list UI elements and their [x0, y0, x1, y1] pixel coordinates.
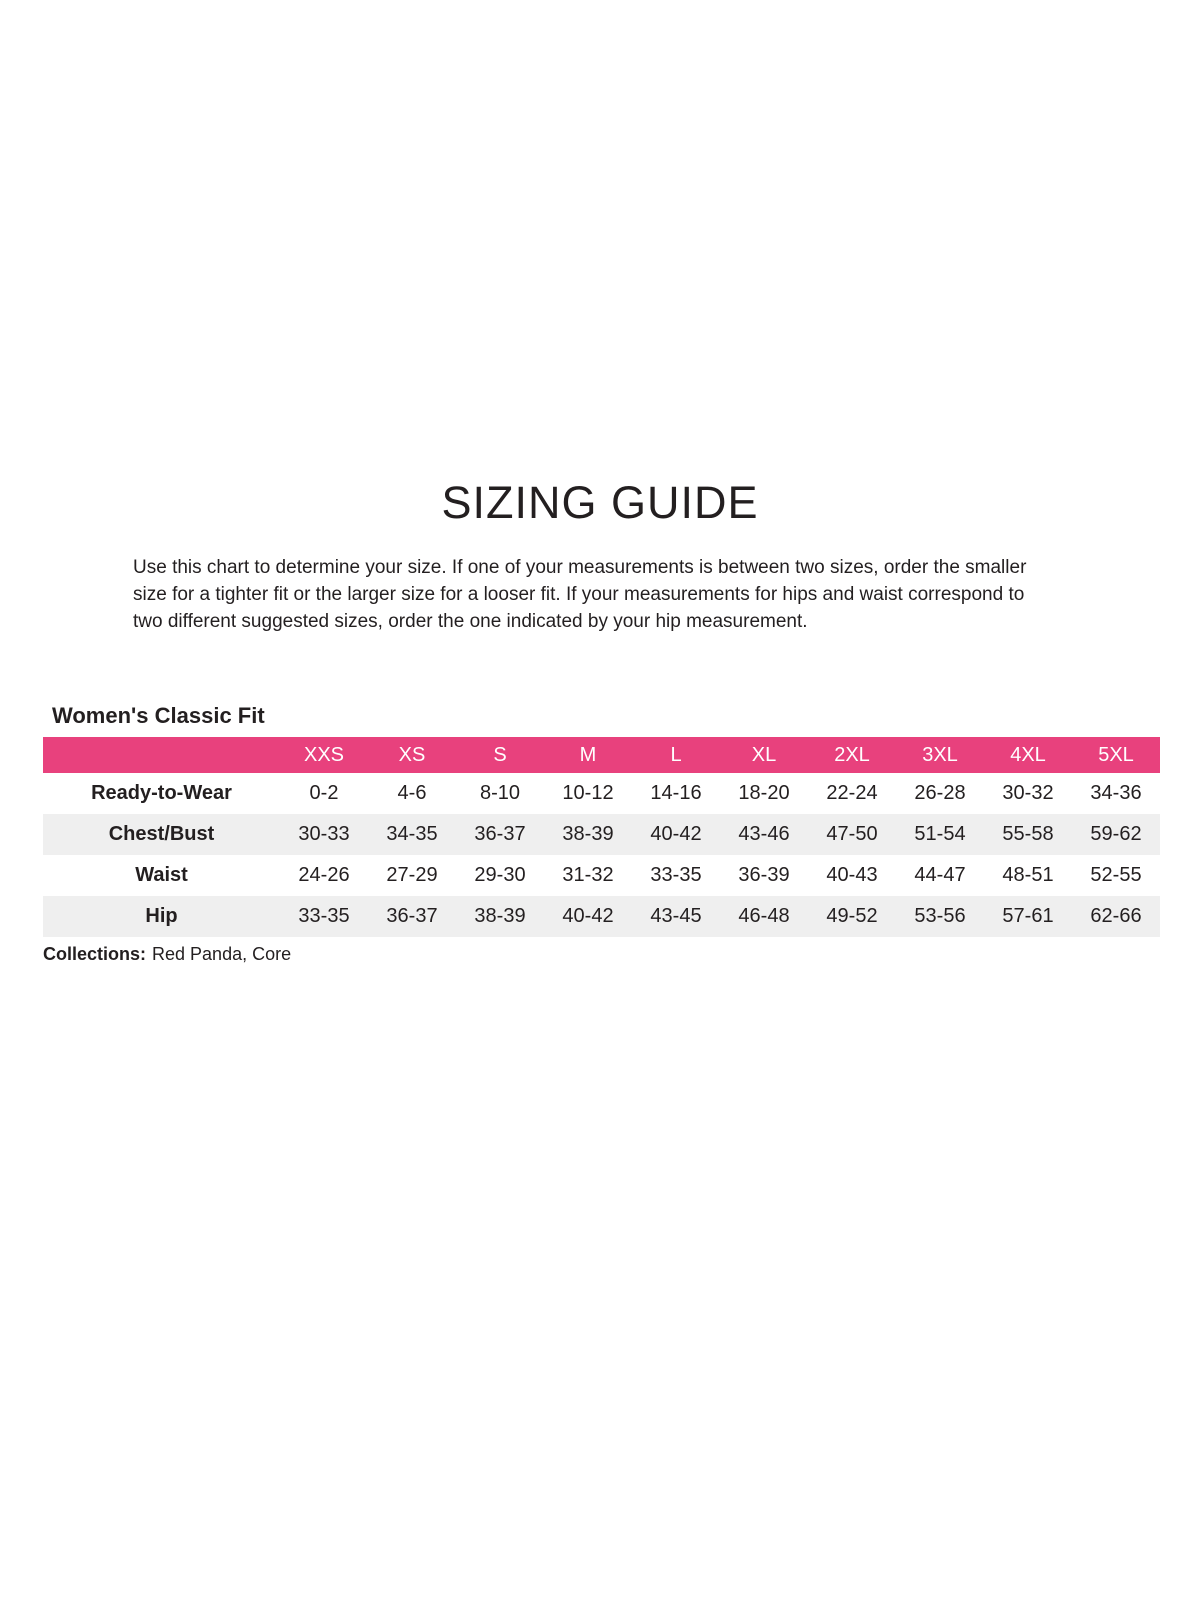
- size-column-header: M: [544, 737, 632, 773]
- size-column-header: XS: [368, 737, 456, 773]
- row-label: Waist: [135, 864, 188, 886]
- size-cell: 36-39: [738, 864, 790, 886]
- table-row-chest-bust: Chest/Bust 30-33 34-35 36-37 38-39 40-42…: [43, 814, 1160, 855]
- size-cell: 38-39: [474, 905, 526, 927]
- size-cell: 57-61: [1002, 905, 1054, 927]
- collections-value: Red Panda, Core: [152, 944, 292, 964]
- size-cell: 4-6: [397, 782, 427, 804]
- size-cell: 34-36: [1090, 782, 1142, 804]
- size-cell: 40-43: [826, 864, 878, 886]
- size-cell: 22-24: [826, 782, 878, 804]
- section-title: Women's Classic Fit: [52, 703, 265, 728]
- size-cell: 14-16: [650, 782, 702, 804]
- collections-line: Collections: Red Panda, Core: [43, 944, 291, 965]
- size-cell: 53-56: [914, 905, 966, 927]
- size-cell: 62-66: [1090, 905, 1142, 927]
- size-cell: 10-12: [562, 782, 614, 804]
- size-column-header: S: [456, 737, 544, 773]
- size-cell: 47-50: [826, 823, 878, 845]
- size-cell: 51-54: [914, 823, 966, 845]
- size-cell: 46-48: [738, 905, 790, 927]
- size-cell: 40-42: [562, 905, 614, 927]
- table-row-waist: Waist 24-26 27-29 29-30 31-32 33-35 36-3…: [43, 855, 1160, 896]
- intro-line: size for a tighter fit or the larger siz…: [133, 584, 1025, 605]
- size-cell: 49-52: [826, 905, 878, 927]
- size-column-header: XL: [720, 737, 808, 773]
- size-cell: 34-35: [386, 823, 438, 845]
- size-cell: 31-32: [562, 864, 614, 886]
- intro-line: Use this chart to determine your size. I…: [133, 557, 1027, 578]
- size-cell: 0-2: [309, 782, 339, 804]
- size-cell: 52-55: [1090, 864, 1142, 886]
- size-column-header: 5XL: [1072, 737, 1160, 773]
- size-cell: 30-32: [1002, 782, 1054, 804]
- size-cell: 24-26: [298, 864, 350, 886]
- size-cell: 48-51: [1002, 864, 1054, 886]
- size-cell: 36-37: [474, 823, 526, 845]
- size-cell: 27-29: [386, 864, 438, 886]
- size-column-header: 3XL: [896, 737, 984, 773]
- size-column-header: L: [632, 737, 720, 773]
- size-column-header: XXS: [280, 737, 368, 773]
- size-cell: 33-35: [650, 864, 702, 886]
- size-cell: 43-46: [738, 823, 790, 845]
- size-cell: 59-62: [1090, 823, 1142, 845]
- table-row-ready-to-wear: Ready-to-Wear 0-2 4-6 8-10 10-12 14-16 1…: [43, 773, 1160, 814]
- collections-label: Collections:: [43, 944, 147, 964]
- row-label: Ready-to-Wear: [91, 782, 232, 804]
- size-cell: 44-47: [914, 864, 966, 886]
- size-table: XXS XS S M L XL 2XL 3XL 4XL 5XL Ready-to…: [43, 737, 1160, 937]
- size-table-header-row: XXS XS S M L XL 2XL 3XL 4XL 5XL: [43, 737, 1160, 773]
- size-cell: 8-10: [479, 782, 521, 804]
- size-column-header: 2XL: [808, 737, 896, 773]
- size-column-header: 4XL: [984, 737, 1072, 773]
- size-cell: 40-42: [650, 823, 702, 845]
- size-cell: 26-28: [914, 782, 966, 804]
- size-cell: 36-37: [386, 905, 438, 927]
- size-cell: 33-35: [298, 905, 350, 927]
- size-cell: 38-39: [562, 823, 614, 845]
- row-label: Hip: [145, 905, 178, 927]
- size-cell: 43-45: [650, 905, 702, 927]
- intro-paragraph: Use this chart to determine your size. I…: [133, 554, 1093, 635]
- row-label: Chest/Bust: [108, 823, 215, 845]
- size-cell: 18-20: [738, 782, 790, 804]
- page-title: SIZING GUIDE: [441, 477, 759, 528]
- table-corner-cell: [43, 737, 280, 773]
- table-row-hip: Hip 33-35 36-37 38-39 40-42 43-45 46-48 …: [43, 896, 1160, 937]
- intro-line: two different suggested sizes, order the…: [133, 611, 808, 632]
- size-cell: 55-58: [1002, 823, 1054, 845]
- size-cell: 29-30: [474, 864, 526, 886]
- size-cell: 30-33: [298, 823, 350, 845]
